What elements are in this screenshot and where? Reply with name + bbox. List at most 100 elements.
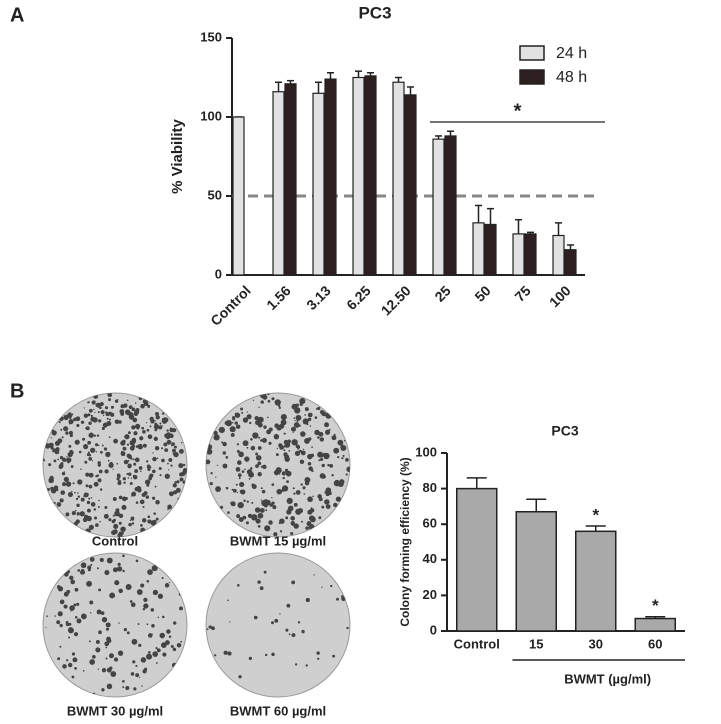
- y-tick-label: 100: [200, 108, 222, 123]
- colony: [225, 420, 232, 427]
- colony: [257, 512, 264, 519]
- colony: [251, 501, 254, 504]
- colony: [114, 580, 120, 586]
- colony: [140, 470, 142, 472]
- colony: [70, 579, 76, 585]
- colony: [90, 417, 94, 421]
- colonies: [43, 393, 187, 537]
- colony: [50, 437, 52, 439]
- colony: [110, 405, 114, 409]
- colony: [93, 481, 99, 487]
- colony: [305, 597, 310, 603]
- colony: [146, 428, 150, 432]
- colony: [262, 464, 267, 469]
- colony: [96, 567, 99, 570]
- colony: [161, 458, 165, 463]
- colony: [298, 424, 301, 427]
- colony: [285, 516, 289, 520]
- colony: [300, 483, 303, 486]
- colony: [120, 451, 126, 457]
- colony: [90, 612, 92, 614]
- bar: [364, 75, 377, 276]
- colony: [283, 432, 286, 435]
- colony: [246, 414, 252, 420]
- colony: [260, 487, 263, 490]
- colony: [155, 411, 159, 416]
- plate: [42, 552, 188, 698]
- colony: [88, 432, 94, 438]
- colony: [60, 490, 66, 495]
- colony: [124, 409, 131, 415]
- colony: [76, 618, 82, 624]
- bar: [575, 530, 617, 632]
- colony: [146, 460, 149, 463]
- colony: [57, 611, 63, 617]
- colony: [88, 421, 92, 425]
- colony: [69, 416, 72, 419]
- colony: [146, 464, 151, 469]
- colony: [239, 489, 244, 494]
- colony: [111, 530, 117, 536]
- colony: [335, 496, 341, 502]
- plate: [42, 392, 188, 538]
- colony: [221, 441, 224, 444]
- colony: [143, 491, 148, 496]
- colony: [128, 472, 132, 476]
- colony: [138, 643, 142, 647]
- x-tick-label: 100: [546, 282, 574, 310]
- y-tick-label: 0: [215, 266, 222, 281]
- y-tick-label: 150: [200, 29, 222, 44]
- colony: [146, 623, 149, 626]
- colony: [107, 459, 110, 462]
- colony: [53, 485, 59, 490]
- colony: [235, 483, 238, 486]
- colony: [101, 426, 105, 431]
- colony: [264, 499, 271, 506]
- colony: [59, 416, 64, 422]
- colony: [112, 514, 115, 517]
- colony: [87, 451, 90, 454]
- colony: [284, 468, 289, 473]
- colony: [252, 399, 255, 401]
- colony: [166, 429, 169, 432]
- colony: [120, 404, 125, 409]
- colony: [131, 407, 136, 412]
- colony: [273, 532, 278, 537]
- colony: [238, 675, 242, 679]
- colony: [73, 603, 77, 607]
- colony: [297, 508, 304, 514]
- colony: [141, 685, 143, 687]
- colony: [48, 477, 54, 484]
- colony: [223, 650, 228, 655]
- colony: [280, 413, 287, 421]
- colony: [295, 414, 302, 421]
- colony: [57, 438, 63, 444]
- colony: [143, 597, 148, 602]
- bar: [232, 116, 245, 276]
- colony: [60, 462, 64, 466]
- colony: [97, 411, 100, 414]
- y-tick-label: 0: [430, 622, 437, 637]
- colony: [99, 520, 101, 523]
- colony: [285, 470, 292, 477]
- colony: [317, 657, 320, 660]
- colony: [102, 414, 105, 417]
- colony: [160, 642, 167, 649]
- colony: [236, 491, 239, 494]
- colony: [88, 501, 90, 504]
- colony: [173, 621, 177, 625]
- colony: [254, 507, 261, 513]
- colony: [113, 523, 119, 529]
- colonies: [45, 554, 183, 695]
- colony: [173, 451, 179, 458]
- colony: [69, 575, 74, 581]
- y-axis-label: % Viability: [169, 118, 186, 193]
- colony: [257, 580, 261, 584]
- colony: [111, 519, 115, 523]
- bar: [515, 510, 557, 632]
- colony: [241, 470, 245, 474]
- colony: [293, 417, 296, 419]
- colony: [172, 483, 177, 488]
- colony: [175, 487, 181, 493]
- colony: [249, 421, 252, 425]
